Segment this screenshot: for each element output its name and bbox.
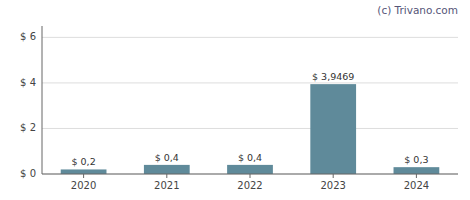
grid-line bbox=[42, 37, 458, 38]
x-tick bbox=[250, 174, 251, 178]
bars bbox=[61, 84, 440, 174]
x-tick-label: 2021 bbox=[154, 180, 179, 191]
bar bbox=[61, 169, 107, 174]
axes bbox=[42, 26, 458, 174]
bar bbox=[310, 84, 356, 174]
x-tick-label: 2023 bbox=[320, 180, 345, 191]
x-tick-label: 2020 bbox=[71, 180, 96, 191]
data-label: $ 0,4 bbox=[238, 152, 262, 163]
grid bbox=[42, 37, 458, 174]
bar bbox=[144, 165, 190, 174]
x-tick bbox=[166, 174, 167, 178]
x-tick bbox=[333, 174, 334, 178]
x-tick bbox=[83, 174, 84, 178]
data-label: $ 3,9469 bbox=[312, 71, 354, 82]
y-tick-label: $ 2 bbox=[20, 122, 36, 133]
data-label: $ 0,4 bbox=[155, 152, 179, 163]
x-tick-label: 2022 bbox=[237, 180, 262, 191]
bar bbox=[227, 165, 273, 174]
y-axis-line bbox=[42, 26, 43, 174]
x-tick bbox=[416, 174, 417, 178]
data-label: $ 0,3 bbox=[404, 154, 428, 165]
y-axis: $ 0 $ 2 $ 4 $ 6 bbox=[20, 31, 36, 179]
chart: $ 0$ 2$ 4$ 620202021202220232024$ 0,2$ 0… bbox=[0, 0, 470, 200]
x-tick-label: 2024 bbox=[404, 180, 429, 191]
chart-container: $ 0$ 2$ 4$ 620202021202220232024$ 0,2$ 0… bbox=[0, 0, 470, 200]
data-label: $ 0,2 bbox=[72, 156, 96, 167]
grid-line bbox=[42, 82, 458, 83]
x-axis: 2020 2021 2022 2023 2024 bbox=[71, 174, 429, 191]
data-labels: $ 0,2 $ 0,4 $ 0,4 $ 3,9469 $ 0,3 bbox=[72, 71, 429, 167]
watermark: (c) Trivano.com bbox=[377, 4, 458, 16]
grid-line bbox=[42, 128, 458, 129]
y-tick-label: $ 6 bbox=[20, 31, 36, 42]
bar bbox=[394, 167, 440, 174]
y-tick-label: $ 0 bbox=[20, 168, 36, 179]
y-tick-label: $ 4 bbox=[20, 77, 36, 88]
